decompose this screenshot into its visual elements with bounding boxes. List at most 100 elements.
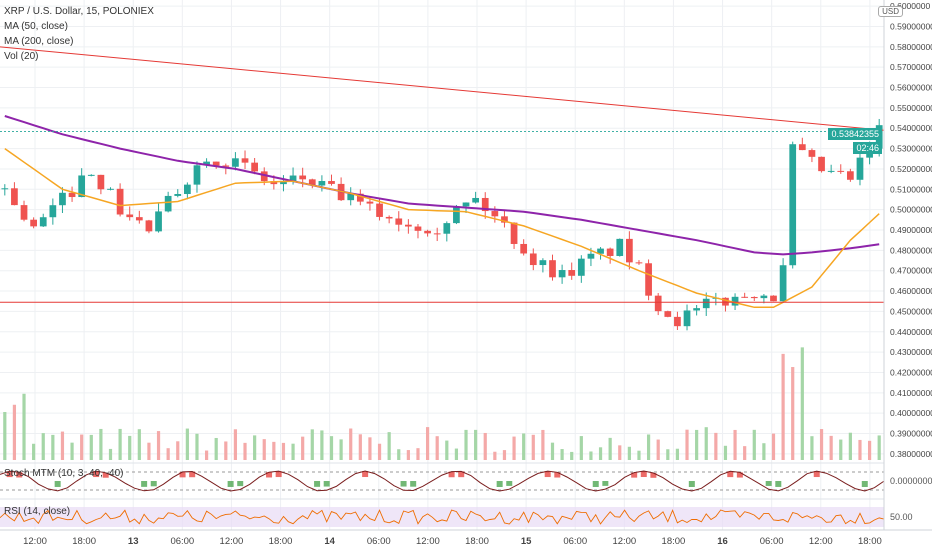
stoch-fill bbox=[314, 481, 321, 487]
time-axis[interactable]: 12:00 18:00 13 06:00 12:00 18:00 14 06:00 12:00 1… bbox=[0, 529, 932, 547]
volume-bar bbox=[810, 436, 814, 460]
price-tick-label: 0.46000000 bbox=[890, 286, 932, 296]
volume-bar bbox=[233, 429, 238, 460]
volume-bar bbox=[128, 435, 132, 460]
stoch-fill bbox=[141, 481, 148, 487]
last-price-label: 0.53842355 bbox=[828, 128, 882, 140]
stoch-fill bbox=[448, 471, 455, 478]
trendline-descending[interactable] bbox=[0, 46, 885, 131]
volume-bar bbox=[329, 436, 334, 460]
stoch-fill bbox=[150, 481, 157, 487]
candle-body bbox=[587, 253, 595, 259]
volume-bar bbox=[12, 404, 17, 460]
volume-bar bbox=[762, 443, 766, 460]
volume-legend[interactable]: Vol (20) bbox=[4, 51, 39, 62]
volume-bar bbox=[791, 367, 795, 460]
price-tick-label: 0.38000000 bbox=[890, 449, 932, 459]
volume-bar bbox=[253, 435, 257, 460]
stoch-fill bbox=[6, 471, 13, 478]
stoch-fill bbox=[775, 481, 782, 487]
price-tick-label: 0.44000000 bbox=[890, 327, 932, 337]
volume-bar bbox=[339, 439, 343, 460]
volume-bar bbox=[550, 442, 555, 460]
candle-body bbox=[549, 260, 556, 278]
volume-bar bbox=[147, 442, 151, 460]
ma200-legend[interactable]: MA (200, close) bbox=[4, 36, 74, 47]
price-tick-label: 0.42000000 bbox=[890, 367, 932, 377]
volume-bar bbox=[531, 434, 535, 460]
price-tick-label: 0.49000000 bbox=[890, 225, 932, 235]
volume-bar bbox=[108, 448, 113, 460]
volume-bar bbox=[858, 439, 862, 460]
candle-body bbox=[635, 262, 643, 264]
candle-body bbox=[385, 216, 393, 219]
stoch-fill bbox=[16, 472, 23, 478]
volume-bar bbox=[579, 436, 583, 460]
candlesticks bbox=[1, 118, 883, 331]
volume-bar bbox=[781, 353, 785, 460]
candle-body bbox=[798, 144, 806, 151]
time-tick-label: 12:00 bbox=[612, 536, 636, 547]
volume-bar bbox=[387, 432, 391, 460]
candle-body bbox=[626, 238, 633, 263]
candle-body bbox=[529, 253, 537, 266]
candle-body bbox=[39, 217, 47, 227]
volume-bar bbox=[570, 451, 574, 460]
volume-bar bbox=[867, 440, 872, 460]
volume-bar bbox=[656, 439, 660, 460]
candle-body bbox=[251, 162, 258, 172]
stoch-fill bbox=[54, 481, 61, 487]
candle-body bbox=[376, 203, 383, 217]
candle-body bbox=[68, 192, 76, 198]
price-axis[interactable]: 0.6000000 0.59000000 0.58000000 0.57000000 0… bbox=[883, 0, 932, 530]
symbol-title[interactable]: XRP / U.S. Dollar, 15, POLONIEX bbox=[4, 6, 154, 17]
stoch-fill bbox=[189, 471, 196, 478]
candle-body bbox=[433, 233, 441, 235]
candle-body bbox=[779, 265, 787, 302]
candle-body bbox=[241, 158, 249, 163]
time-tick-label: 18:00 bbox=[269, 536, 293, 547]
volume-bar bbox=[41, 433, 45, 460]
rsi-legend[interactable]: RSI (14, close) bbox=[4, 506, 71, 517]
stoch-fill bbox=[275, 471, 282, 478]
candle-body bbox=[11, 188, 18, 206]
volume-bar bbox=[627, 446, 631, 460]
volume-bar bbox=[743, 446, 747, 460]
volume-bar bbox=[301, 436, 305, 460]
candle-body bbox=[702, 298, 710, 309]
price-tick-label: 0.59000000 bbox=[890, 21, 932, 31]
candle-body bbox=[356, 193, 364, 202]
rsi-line bbox=[0, 509, 885, 525]
currency-badge[interactable]: USD bbox=[878, 6, 903, 17]
stoch-fill bbox=[458, 471, 465, 478]
volume-bar bbox=[3, 411, 7, 460]
stoch-fill bbox=[102, 472, 109, 478]
bar-countdown: 02:46 bbox=[853, 142, 882, 154]
ma50-legend[interactable]: MA (50, close) bbox=[4, 21, 68, 32]
stoch-fill bbox=[362, 471, 369, 478]
volume-bar bbox=[397, 449, 401, 460]
candle-body bbox=[645, 263, 652, 296]
price-tick-label: 0.41000000 bbox=[890, 388, 932, 398]
time-tick-label: 12:00 bbox=[416, 536, 440, 547]
candle-body bbox=[203, 161, 210, 166]
candle-body bbox=[481, 197, 489, 212]
volume-bar bbox=[137, 429, 141, 460]
volume-bar bbox=[723, 445, 728, 460]
price-tick-label: 0.39000000 bbox=[890, 429, 932, 439]
stoch-fill bbox=[544, 471, 551, 478]
candle-body bbox=[366, 201, 374, 204]
stoch-fill bbox=[861, 481, 868, 487]
volume-bar bbox=[685, 429, 689, 460]
ma200-line bbox=[4, 115, 880, 256]
candle-body bbox=[789, 144, 797, 266]
volume-bar bbox=[310, 429, 314, 460]
candle-body bbox=[405, 224, 412, 227]
volume-bar bbox=[89, 434, 93, 460]
stoch-legend[interactable]: Stoch MTM (10, 3, 40, -40) bbox=[4, 468, 124, 479]
volume-bar bbox=[445, 440, 449, 460]
volume-bar bbox=[541, 429, 545, 460]
candle-body bbox=[722, 297, 729, 306]
time-tick-label: 16 bbox=[717, 536, 728, 547]
